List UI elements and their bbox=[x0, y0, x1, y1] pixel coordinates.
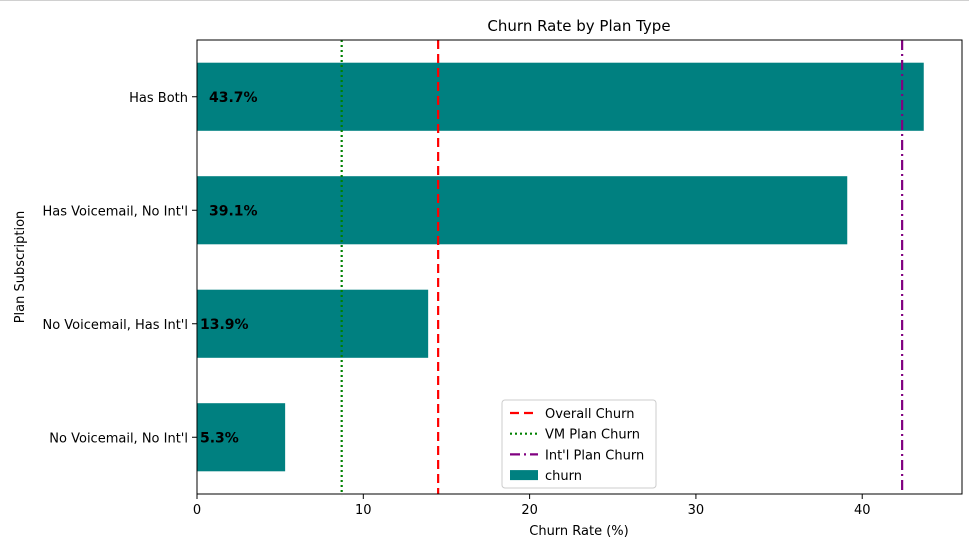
y-tick-label: Has Voicemail, No Int'l bbox=[42, 204, 188, 219]
legend-label: VM Plan Churn bbox=[545, 428, 640, 443]
bar-no-voicemail-no-int-l bbox=[197, 403, 286, 472]
data-label: 39.1% bbox=[209, 203, 258, 219]
data-label: 13.9% bbox=[200, 317, 249, 333]
y-tick-label: No Voicemail, No Int'l bbox=[49, 431, 188, 446]
legend-swatch-churn bbox=[510, 470, 538, 481]
legend-label: churn bbox=[545, 469, 582, 484]
x-axis-label: Churn Rate (%) bbox=[529, 524, 628, 539]
bar-has-voicemail-no-int-l bbox=[197, 176, 848, 245]
x-tick-label: 10 bbox=[355, 503, 372, 518]
chart-title: Churn Rate by Plan Type bbox=[487, 17, 670, 35]
legend-box bbox=[501, 399, 657, 489]
y-tick-label: Has Both bbox=[129, 91, 188, 106]
bar-no-voicemail-has-int-l bbox=[197, 289, 429, 358]
x-tick-label: 30 bbox=[688, 503, 705, 518]
data-label: 43.7% bbox=[209, 90, 258, 106]
data-label: 5.3% bbox=[200, 430, 239, 446]
x-tick-label: 40 bbox=[854, 503, 871, 518]
legend-label: Int'l Plan Churn bbox=[545, 448, 644, 463]
y-tick-label: No Voicemail, Has Int'l bbox=[42, 318, 188, 333]
plot-frame bbox=[196, 39, 963, 495]
x-tick-label: 20 bbox=[521, 503, 538, 518]
plot-area: Has Both 43.7% Has Voicemail, No Int'l 39.1… bbox=[42, 39, 963, 518]
y-axis-label: Plan Subscription bbox=[13, 211, 28, 324]
legend-label: Overall Churn bbox=[545, 407, 635, 422]
x-tick-label: 0 bbox=[193, 503, 201, 518]
bar-has-both bbox=[197, 62, 924, 131]
page-top-border bbox=[0, 0, 969, 1]
